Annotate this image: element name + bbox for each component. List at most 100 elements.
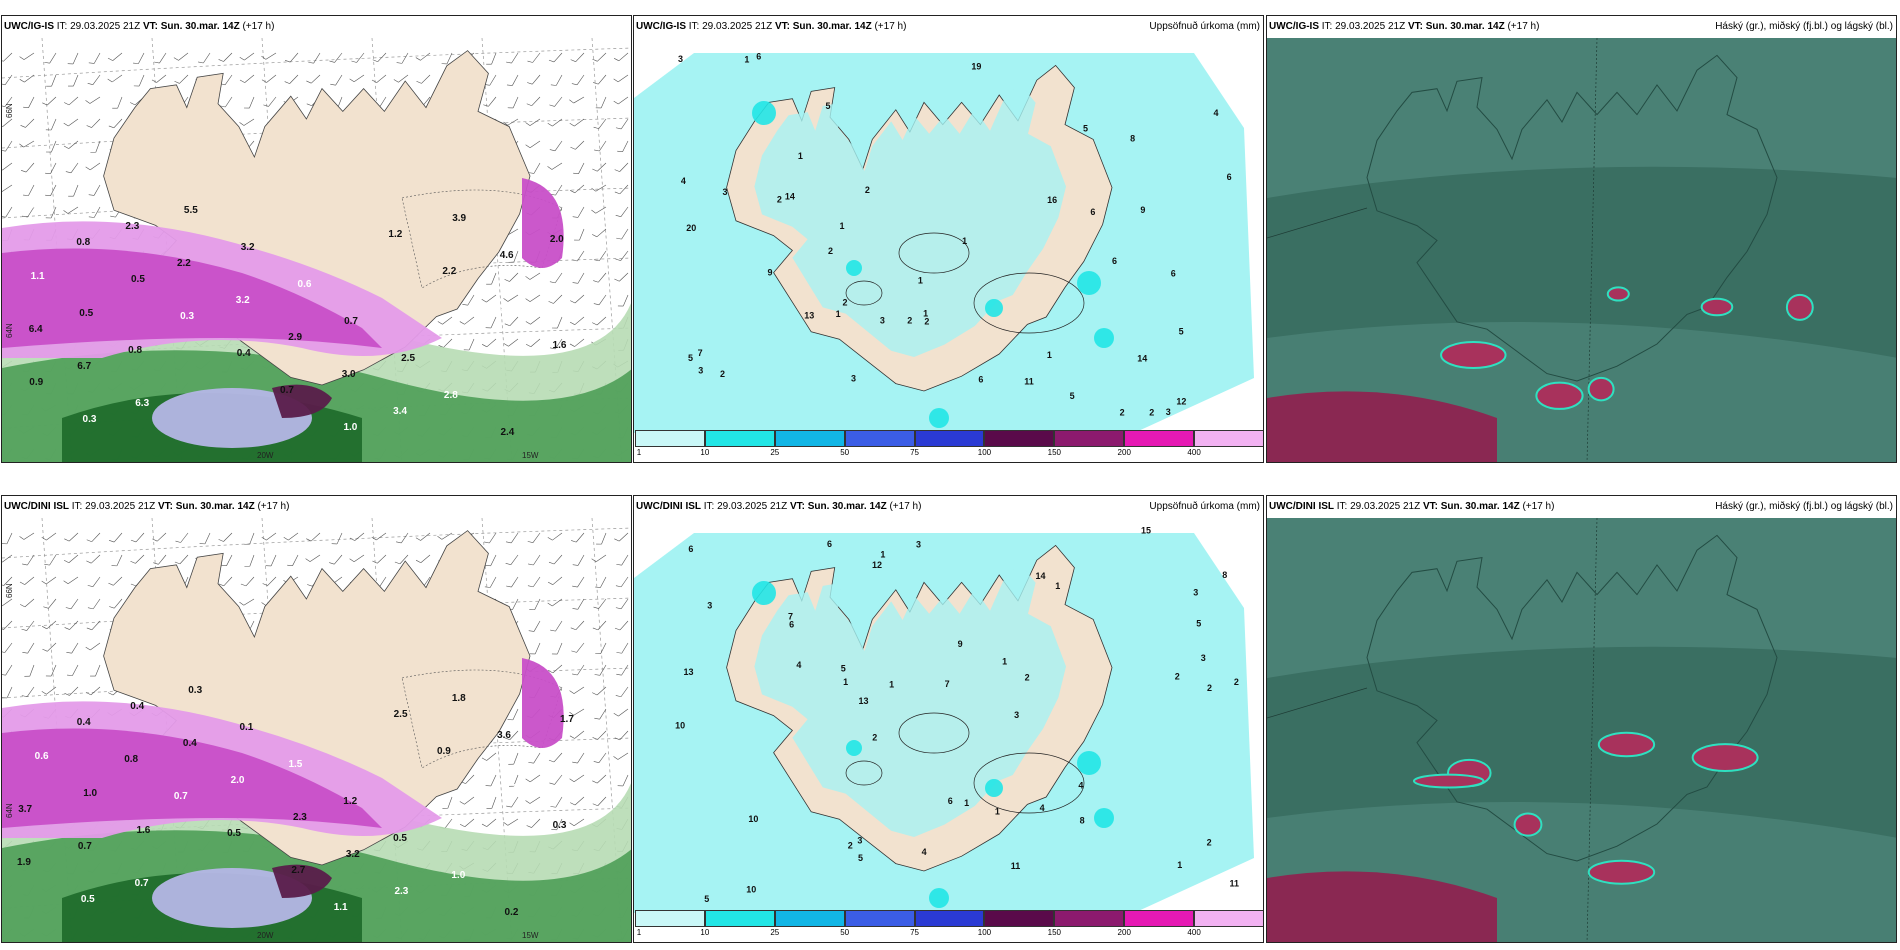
value-label: 5 [858,853,863,863]
wind-barb [41,532,57,541]
value-label: 1.0 [343,422,357,433]
value-label: 0.8 [128,345,142,356]
wind-barb [394,554,409,565]
wind-barb [45,184,57,196]
panel-header: UWC/IG-IS IT: 29.03.2025 21Z VT: Sun. 30… [2,16,631,38]
value-label: 2.9 [288,332,302,343]
wind-barb [239,74,255,83]
panel-ig-is-wind: UWC/IG-IS IT: 29.03.2025 21Z VT: Sun. 30… [1,15,632,463]
precip-band [2,728,382,828]
high-cloud-patch [1587,376,1615,402]
wind-barb [548,554,563,565]
wind-barb [591,184,607,192]
wind-barb [569,818,585,826]
value-label: 1 [995,806,1000,816]
colorbar-cell [984,910,1055,927]
wind-barb [305,554,321,562]
value-label: 4 [1214,108,1219,118]
value-label: 11 [1229,879,1239,889]
value-label: 4 [681,176,686,186]
latitude-label: 64N [5,803,14,818]
wind-barb [153,554,167,565]
value-label: 6 [789,619,794,629]
value-label: 8 [1130,134,1135,144]
value-label: 0.6 [298,279,312,290]
wind-barb [614,532,629,542]
wind-barb [572,554,585,566]
wind-barb [485,316,497,329]
wind-barb [593,272,607,283]
wind-barb [64,620,79,630]
wind-barb [41,576,57,585]
cloud-layer [1267,38,1896,198]
wind-barb [572,598,585,610]
vt-value: Sun. 30.mar. 14Z [175,501,255,512]
value-label: 1.0 [451,870,465,881]
colorbar-cell [704,430,775,447]
wind-barb [88,52,101,64]
value-label: 1 [918,275,923,285]
wind-barb [595,642,607,655]
wind-barb [506,52,519,64]
wind-barb [42,96,57,106]
value-label: 1 [836,309,841,319]
colorbar-cell [1194,430,1263,447]
value-label: 10 [748,814,758,824]
value-label: 3 [1014,710,1019,720]
panel-header: UWC/IG-IS IT: 29.03.2025 21Z VT: Sun. 30… [1267,16,1896,38]
forecast-offset: (+17 h) [257,501,290,512]
wind-barb [2,162,13,171]
value-label: 1.5 [288,759,302,770]
value-label: 3 [880,315,885,325]
wind-barb [133,52,145,64]
wind-barb [308,52,321,64]
wind-barb [67,52,79,65]
wind-barb [525,118,541,126]
value-label: 1.0 [83,788,97,799]
vt-value: Sun. 30.mar. 14Z [1425,21,1505,32]
wind-barb [41,620,57,630]
wind-barb [459,796,475,805]
high-cloud-patch [1267,391,1497,462]
panel-right-title: Háský (gr.), miðský (fj.bl.) og lágský (… [1715,21,1893,32]
wind-barb [481,294,497,303]
wind-barb [484,576,497,588]
value-label: 20 [686,223,696,233]
wind-barb [549,272,563,284]
value-label: 11 [1011,861,1021,871]
wind-barb [393,74,409,83]
it-value: 29.03.2025 21Z [1335,21,1406,32]
wind-barb [85,642,101,651]
high-cloud-patch [1597,731,1656,758]
it-value: 29.03.2025 21Z [717,501,788,512]
it-label: IT: [56,21,68,32]
wind-barb [508,752,519,765]
value-label: 0.2 [505,907,519,918]
value-label: 3.2 [236,295,250,306]
it-label: IT: [71,501,83,512]
precip-core [929,408,949,428]
wind-barb [45,118,57,131]
wind-barb [63,140,79,149]
colorbar-label: 100 [977,928,992,937]
wind-barb [2,52,13,62]
wind-barb [284,52,299,63]
panel-right-title: Uppsöfnuð úrkoma (mm) [1149,21,1260,32]
colorbar-cell [1054,910,1125,927]
wind-barb [462,294,475,306]
wind-barb [22,554,35,566]
wind-barb [442,796,453,809]
grid-line [1267,207,1368,239]
wind-barb [614,730,629,741]
wind-barb [525,316,541,325]
value-label: 0.6 [35,751,49,762]
value-label: 8 [1080,816,1085,826]
value-label: 1.6 [553,340,567,351]
wind-barb [569,316,585,325]
wind-barb [592,620,607,631]
value-label: 0.5 [79,308,93,319]
wind-barb [571,642,585,653]
value-label: 2.5 [394,709,408,720]
wind-barb [594,576,607,588]
wind-barb [45,162,57,174]
